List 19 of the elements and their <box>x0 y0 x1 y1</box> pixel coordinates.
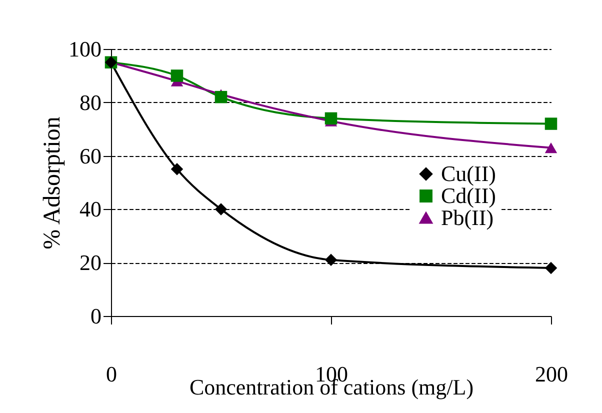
point <box>214 203 228 216</box>
y-tick-label: 100 <box>68 36 102 62</box>
point <box>170 70 184 82</box>
y-tick-label: 0 <box>90 304 102 328</box>
point <box>544 142 558 154</box>
point <box>170 163 184 176</box>
legend-label: Cu(II) <box>441 161 496 186</box>
y-tick-label: 40 <box>80 196 102 222</box>
point <box>544 118 558 130</box>
point <box>324 112 338 125</box>
y-tick-label: 60 <box>80 143 102 168</box>
point <box>544 262 558 274</box>
y-axis-title: % Adsorption <box>40 116 66 250</box>
point <box>324 254 338 266</box>
y-tick-label: 80 <box>80 90 102 115</box>
x-tick-label: 0 <box>106 362 117 386</box>
y-tick-label: 20 <box>80 250 102 276</box>
x-tick-label: 200 <box>535 362 568 386</box>
point <box>214 90 228 104</box>
